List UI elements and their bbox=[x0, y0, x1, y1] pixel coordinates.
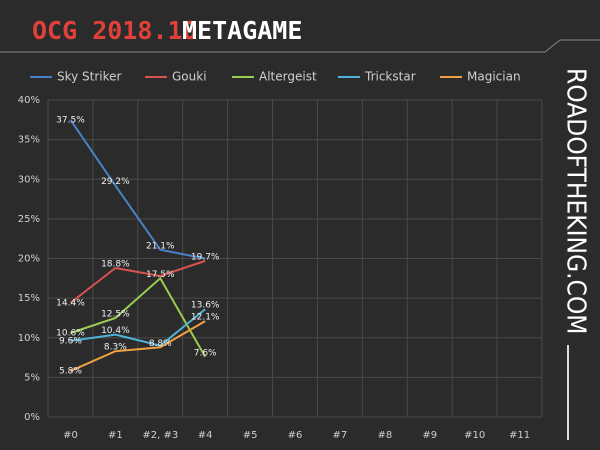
data-label: 12.1% bbox=[191, 313, 220, 323]
y-tick-label: 40% bbox=[18, 95, 40, 106]
data-label: 21.1% bbox=[146, 241, 175, 251]
series-line bbox=[70, 308, 206, 347]
y-tick-label: 0% bbox=[24, 412, 40, 423]
legend-label: Sky Striker bbox=[57, 70, 122, 84]
data-label: 17.5% bbox=[146, 270, 175, 280]
x-tick-label: #1 bbox=[108, 430, 123, 441]
data-label: 7.6% bbox=[194, 348, 217, 358]
series-line bbox=[70, 276, 207, 358]
x-tick-label: #5 bbox=[243, 430, 258, 441]
x-tick-label: #6 bbox=[288, 430, 303, 441]
data-label: 37.5% bbox=[56, 115, 85, 125]
series-line bbox=[69, 259, 206, 304]
y-tick-label: 25% bbox=[18, 214, 40, 225]
x-tick-label: #11 bbox=[509, 430, 530, 441]
legend-label: Altergeist bbox=[259, 70, 317, 84]
y-tick-label: 20% bbox=[18, 254, 40, 265]
x-tick-label: #2, #3 bbox=[142, 430, 178, 441]
data-label: 19.7% bbox=[191, 252, 220, 262]
x-tick-label: #7 bbox=[333, 430, 348, 441]
x-tick-label: #0 bbox=[63, 430, 78, 441]
legend-label: Gouki bbox=[172, 70, 207, 84]
data-label: 8.3% bbox=[104, 343, 127, 353]
data-label: 14.4% bbox=[56, 298, 85, 308]
data-label: 12.5% bbox=[101, 309, 130, 319]
chart-title: OCG 2018.10 bbox=[32, 16, 198, 45]
data-label: 8.8% bbox=[149, 339, 172, 349]
data-label: 29.2% bbox=[101, 177, 130, 187]
y-tick-label: 10% bbox=[18, 333, 40, 344]
chart-subtitle: METAGAME bbox=[182, 16, 302, 45]
x-tick-label: #4 bbox=[198, 430, 213, 441]
legend-label: Trickstar bbox=[364, 70, 416, 84]
data-label: 18.8% bbox=[101, 260, 130, 270]
x-tick-label: #8 bbox=[377, 430, 392, 441]
data-label: 13.6% bbox=[191, 301, 220, 311]
legend-label: Magician bbox=[467, 70, 521, 84]
series-line bbox=[69, 119, 206, 260]
y-tick-label: 15% bbox=[18, 293, 40, 304]
y-tick-label: 30% bbox=[18, 174, 40, 185]
watermark: ROADOFTHEKING.COM bbox=[561, 68, 591, 335]
series-line bbox=[70, 320, 206, 372]
x-tick-label: #10 bbox=[464, 430, 485, 441]
data-label: 10.4% bbox=[101, 326, 130, 336]
data-label: 9.6% bbox=[59, 336, 82, 346]
y-tick-label: 5% bbox=[24, 372, 40, 383]
y-tick-label: 35% bbox=[18, 135, 40, 146]
title-rule bbox=[544, 39, 561, 53]
data-label: 5.8% bbox=[59, 367, 82, 377]
x-tick-label: #9 bbox=[422, 430, 437, 441]
data-label: 10.6% bbox=[56, 328, 85, 338]
